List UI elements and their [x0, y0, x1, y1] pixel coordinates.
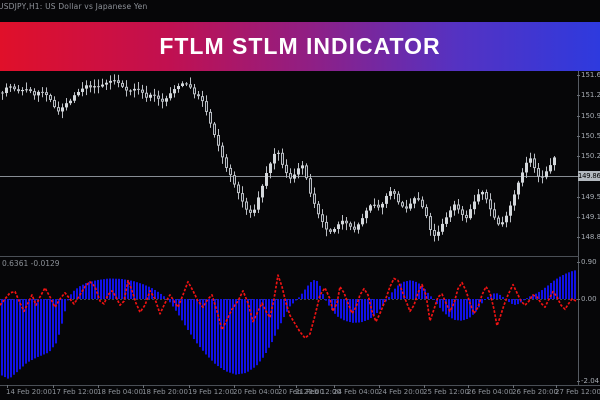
price-axis-tick	[577, 116, 580, 117]
price-axis-tick	[577, 237, 580, 238]
time-axis-label: 18 Feb 20:00	[142, 388, 188, 396]
time-axis-label: 20 Feb 04:00	[233, 388, 279, 396]
price-axis-tick	[577, 217, 580, 218]
time-axis-tick	[234, 385, 235, 388]
time-axis-separator	[0, 385, 600, 386]
time-axis-tick	[468, 385, 469, 388]
time-axis-label: 17 Feb 12:00	[52, 388, 98, 396]
time-axis-label: 25 Feb 12:00	[423, 388, 469, 396]
time-axis-tick	[513, 385, 514, 388]
time-axis-label: 18 Feb 04:00	[97, 388, 143, 396]
price-axis-label: 148.80	[581, 233, 600, 241]
price-axis-label: 150.55	[581, 132, 600, 140]
time-axis-tick	[53, 385, 54, 388]
price-axis-tick	[577, 136, 580, 137]
time-axis-tick	[7, 385, 8, 388]
indicator-panel-canvas[interactable]	[0, 257, 578, 385]
indicator-axis-label: -2.04	[581, 377, 600, 385]
current-price-badge: 149.86	[578, 171, 600, 181]
indicator-axis-tick	[577, 262, 580, 263]
price-axis-tick	[577, 75, 580, 76]
promo-banner: FTLM STLM INDICATOR	[0, 22, 600, 71]
panel-separator[interactable]	[0, 256, 579, 257]
indicator-axis-label: 0.90	[581, 258, 597, 266]
price-axis-label: 151.60	[581, 71, 600, 79]
time-axis-label: 26 Feb 20:00	[512, 388, 558, 396]
time-axis-label: 19 Feb 12:00	[188, 388, 234, 396]
price-axis-label: 149.50	[581, 193, 600, 201]
time-axis-label: 27 Feb 12:00	[555, 388, 600, 396]
time-axis-label: 26 Feb 04:00	[467, 388, 513, 396]
time-axis-tick	[143, 385, 144, 388]
indicator-axis-tick	[577, 381, 580, 382]
time-axis-label: 24 Feb 04:00	[333, 388, 379, 396]
time-axis-label: 14 Feb 20:00	[6, 388, 52, 396]
time-axis-tick	[379, 385, 380, 388]
time-axis-tick	[296, 385, 297, 388]
indicator-axis-tick	[577, 299, 580, 300]
price-axis-border	[578, 71, 579, 385]
symbol-title: USDJPY,H1: US Dollar vs Japanese Yen	[0, 2, 148, 11]
time-axis-tick	[556, 385, 557, 388]
price-axis-label: 151.25	[581, 91, 600, 99]
price-axis-tick	[577, 197, 580, 198]
banner-title: FTLM STLM INDICATOR	[159, 33, 441, 59]
price-axis-tick	[577, 156, 580, 157]
time-axis-label: 21 Feb 12:00	[295, 388, 341, 396]
time-axis-tick	[98, 385, 99, 388]
time-axis-label: 20 Feb 20:00	[278, 388, 324, 396]
time-axis-tick	[424, 385, 425, 388]
price-chart-canvas[interactable]	[0, 71, 578, 256]
time-axis-tick	[279, 385, 280, 388]
price-axis-label: 150.20	[581, 152, 600, 160]
indicator-axis-label: 0.00	[581, 295, 597, 303]
time-axis-tick	[334, 385, 335, 388]
indicator-value-readout: 0.6361 -0.0129	[2, 259, 60, 268]
price-axis-label: 149.15	[581, 213, 600, 221]
price-axis-tick	[577, 95, 580, 96]
time-axis-label: 24 Feb 20:00	[378, 388, 424, 396]
time-axis-tick	[189, 385, 190, 388]
price-axis-label: 150.90	[581, 112, 600, 120]
